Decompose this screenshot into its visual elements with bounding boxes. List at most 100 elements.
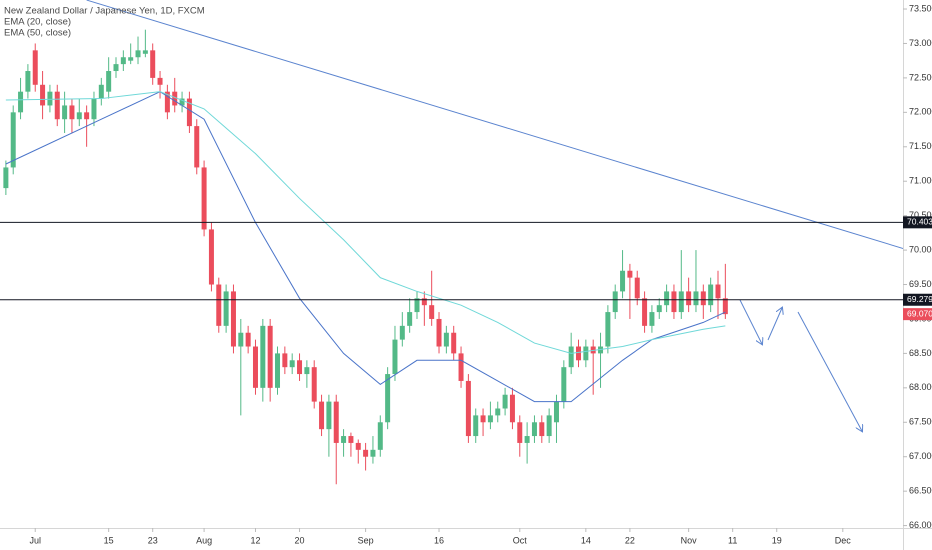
y-tick-label: 67.500 [909,417,932,427]
candle-body [186,98,192,127]
candle-body [164,91,170,113]
candle-body [715,284,721,299]
candle-body [267,325,273,388]
y-tick-label: 66.500 [909,486,932,496]
y-tick-label: 67.000 [909,451,932,461]
candle-body [319,401,325,430]
candle-body [69,105,75,120]
candle-body [561,367,567,402]
level-label: 70.403 [907,217,932,227]
arrow [739,299,762,344]
candle-body [289,360,295,368]
candle-body [355,442,361,450]
candle-body [627,270,633,278]
candle-body [568,346,574,368]
candle-body [363,449,369,457]
candle-body [509,394,515,423]
x-tick-label: Nov [681,535,698,545]
candle-body [128,57,134,61]
candle-body [348,436,354,443]
x-tick-label: 15 [104,535,114,545]
y-tick-label: 72.000 [909,107,932,117]
candle-body [458,353,464,381]
last-price-box [903,308,932,321]
candle-body [179,98,185,106]
candle-body [473,415,479,437]
candle-body [76,112,82,120]
x-tick-label: 16 [434,535,444,545]
candle-body [686,291,692,306]
candle-body [385,374,391,423]
last-price-label: 69.070 [907,308,932,318]
level-label-box [903,216,932,229]
x-tick-label: 19 [772,535,782,545]
x-tick-label: Dec [835,535,852,545]
y-tick-label: 69.500 [909,279,932,289]
y-tick-label: 73.500 [909,3,932,13]
candle-body [98,84,104,99]
x-tick-label: Sep [358,535,374,545]
candle-body [32,50,38,85]
x-tick-label: Oct [513,535,528,545]
y-tick-label: 72.500 [909,72,932,82]
candle-body [539,422,545,437]
y-tick-label: 68.000 [909,382,932,392]
x-tick-label: 12 [250,535,260,545]
candle-body [341,436,347,443]
y-tick-label: 68.500 [909,348,932,358]
candle-body [480,415,486,423]
candle-body [495,408,501,416]
candle-body [421,298,427,306]
candle-body [700,291,706,306]
trend-line [86,0,903,250]
candle-body [252,346,258,388]
level-label: 69.279 [907,294,932,304]
candle-body [414,298,420,313]
candle-body [62,105,68,120]
projection-arrows [739,299,862,431]
candle-body [54,91,60,120]
candle-body [216,284,222,326]
candle-body [487,415,493,423]
candle-body [436,318,442,347]
candle-body [150,50,156,78]
candle-body [678,291,684,313]
candle-body [392,339,398,375]
candle-body [245,332,251,347]
candle-body [451,332,457,354]
candle-body [722,298,728,315]
candle-body [531,422,537,437]
candle-body [612,291,618,313]
candle-body [194,126,200,168]
x-tick-label: 20 [295,535,305,545]
indicator-label: EMA (50, close) [4,28,71,39]
candle-body [113,64,119,72]
candle-body [429,305,435,319]
candle-body [333,401,339,443]
candle-body [407,312,413,326]
y-tick-label: 71.000 [909,176,932,186]
y-tick-label: 73.000 [909,38,932,48]
candle-body [223,291,229,326]
candle-body [693,291,699,306]
candle-body [576,346,582,361]
candle-body [282,353,288,368]
arrow [767,308,782,341]
candle-body [120,57,126,65]
candle-body [304,367,310,375]
candle-body [238,332,244,347]
x-tick-label: 14 [581,535,591,545]
candle-body [620,270,626,292]
level-label-box [903,293,932,306]
candle-body [583,346,589,361]
x-tick-label: 22 [625,535,635,545]
candle-body [546,415,552,437]
candle-body [157,77,163,85]
candle-body [201,167,207,230]
candle-body [502,394,508,409]
candle-body [399,325,405,340]
candle-body [553,401,559,423]
candle-body [40,84,46,106]
y-tick-label: 70.500 [909,210,932,220]
